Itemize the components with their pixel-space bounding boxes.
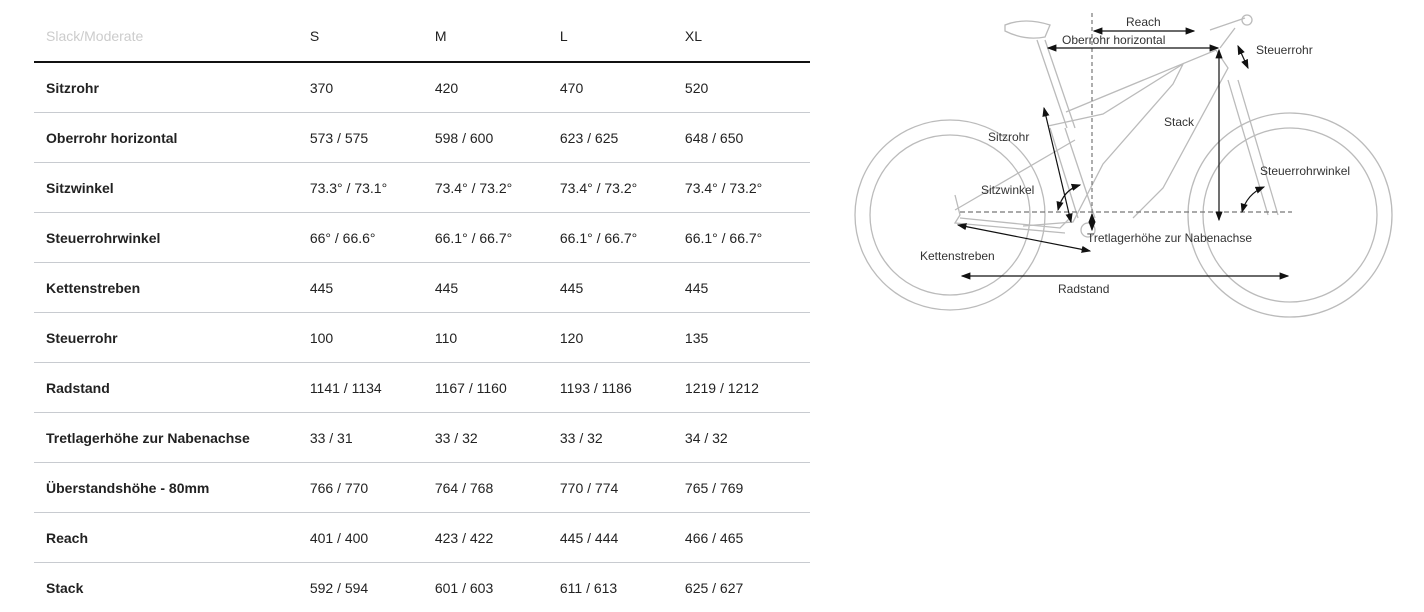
label-steuerrohrwinkel: Steuerrohrwinkel — [1260, 164, 1350, 178]
label-sitzwinkel: Sitzwinkel — [981, 183, 1034, 197]
label-tretlager: Tretlagerhöhe zur Nabenachse — [1087, 231, 1252, 245]
label-radstand: Radstand — [1058, 282, 1109, 296]
label-reach: Reach — [1126, 15, 1161, 29]
label-kettenstreben: Kettenstreben — [920, 249, 995, 263]
label-steuerrohr: Steuerrohr — [1256, 43, 1313, 57]
label-sitzrohr: Sitzrohr — [988, 130, 1029, 144]
label-stack: Stack — [1164, 115, 1195, 129]
label-oberrohr: Oberrohr horizontal — [1062, 33, 1165, 47]
